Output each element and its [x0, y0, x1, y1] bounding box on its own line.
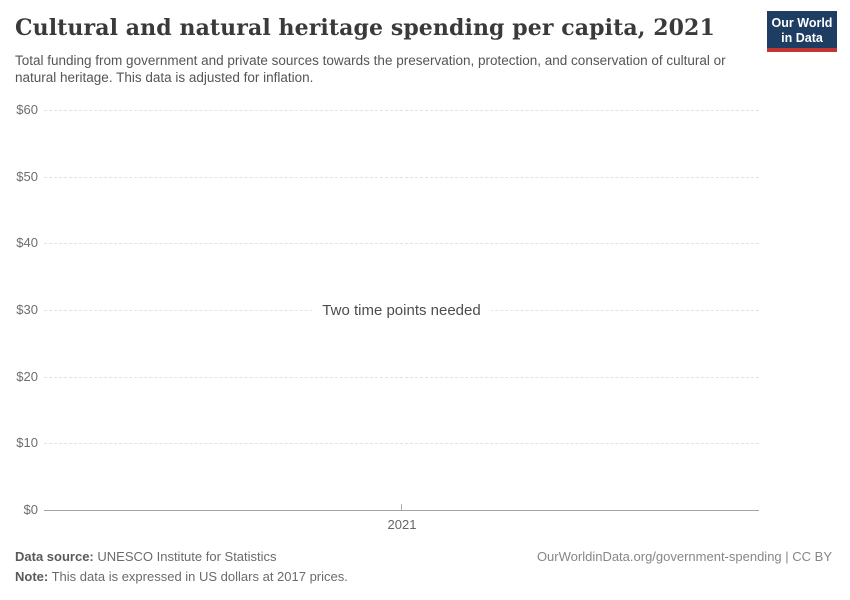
footer-datasource-value: UNESCO Institute for Statistics	[97, 549, 277, 564]
owid-logo-line2: in Data	[781, 31, 823, 45]
footer-note-value: This data is expressed in US dollars at …	[51, 569, 348, 584]
gridline-50	[44, 177, 759, 178]
xtick-mark-2021	[401, 504, 402, 510]
ytick-label-30: $30	[16, 302, 38, 317]
footer-datasource: Data source: UNESCO Institute for Statis…	[15, 549, 277, 564]
footer-note: Note: This data is expressed in US dolla…	[15, 569, 348, 584]
x-axis-line	[44, 510, 759, 511]
ytick-label-60: $60	[16, 102, 38, 117]
gridline-20	[44, 377, 759, 378]
chart-subtitle: Total funding from government and privat…	[15, 53, 726, 85]
footer-note-label: Note:	[15, 569, 49, 584]
owid-citation-link[interactable]: OurWorldinData.org/government-spending |…	[536, 549, 832, 564]
ytick-label-10: $10	[16, 435, 38, 450]
xtick-label-2021: 2021	[387, 517, 417, 532]
ytick-label-40: $40	[16, 235, 38, 250]
owid-logo-line1: Our World	[771, 16, 833, 30]
gridline-40	[44, 243, 759, 244]
empty-state-message: Two time points needed	[44, 302, 759, 319]
empty-state-message-text: Two time points needed	[312, 302, 491, 319]
owid-logo[interactable]: Our World in Data	[767, 11, 837, 52]
ytick-label-20: $20	[16, 369, 38, 384]
chart-title: Cultural and natural heritage spending p…	[15, 15, 715, 41]
ytick-label-0: $0	[23, 502, 38, 517]
ytick-label-50: $50	[16, 169, 38, 184]
footer-datasource-label: Data source:	[15, 549, 94, 564]
gridline-10	[44, 443, 759, 444]
gridline-60	[44, 110, 759, 111]
